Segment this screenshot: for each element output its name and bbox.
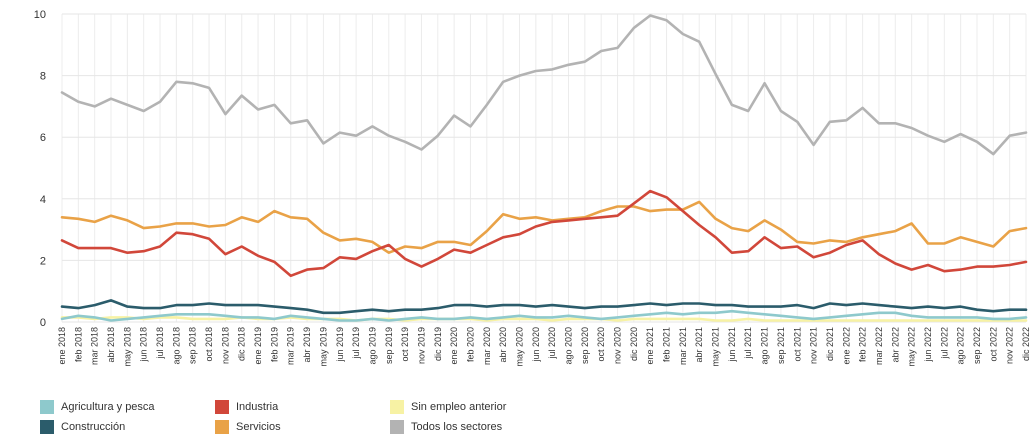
x-tick-label: may 2019: [318, 327, 328, 367]
legend-item: Servicios: [215, 418, 281, 436]
legend-label: Sin empleo anterior: [411, 401, 507, 413]
x-tick-label: nov 2018: [220, 327, 230, 364]
legend-label: Servicios: [236, 421, 281, 433]
x-tick-label: abr 2021: [694, 327, 704, 363]
legend-item: Agricultura y pesca: [40, 398, 155, 416]
x-tick-label: oct 2018: [204, 327, 214, 362]
legend-label: Todos los sectores: [411, 421, 503, 433]
x-tick-label: feb 2018: [73, 327, 83, 362]
x-tick-label: ene 2018: [57, 327, 67, 365]
series-line-construccion: [60, 299, 1028, 315]
x-tick-label: may 2022: [907, 327, 917, 367]
x-tick-label: ene 2020: [449, 327, 459, 365]
legend-item: Construcción: [40, 418, 125, 436]
x-tick-label: dic 2018: [237, 327, 247, 361]
x-tick-label: feb 2021: [662, 327, 672, 362]
series-line-servicios: [60, 200, 1028, 254]
x-tick-label: dic 2021: [825, 327, 835, 361]
legend-label: Construcción: [61, 421, 126, 433]
x-tick-label: abr 2019: [302, 327, 312, 363]
x-tick-label: ago 2018: [171, 327, 181, 365]
legend-swatch: [215, 420, 229, 434]
x-tick-label: jul 2019: [351, 327, 361, 360]
y-tick-label: 10: [34, 9, 46, 21]
legend: Agricultura y pesca Construcción Industria…: [40, 398, 1020, 438]
x-tick-label: dic 2020: [629, 327, 639, 361]
x-tick-label: jun 2018: [139, 327, 149, 363]
x-tick-label: feb 2020: [465, 327, 475, 362]
x-tick-label: jun 2020: [531, 327, 541, 363]
x-tick-label: oct 2020: [596, 327, 606, 362]
x-tick-label: ago 2020: [564, 327, 574, 365]
x-tick-label: dic 2022: [1021, 327, 1031, 361]
x-tick-label: ago 2019: [367, 327, 377, 365]
legend-swatch: [215, 400, 229, 414]
grid: [61, 13, 1027, 323]
x-tick-label: sep 2020: [580, 327, 590, 364]
legend-swatch: [390, 420, 404, 434]
x-tick-label: nov 2022: [1005, 327, 1015, 364]
x-tick-label: mar 2018: [90, 327, 100, 365]
y-tick-label: 0: [40, 317, 46, 329]
x-tick-label: sep 2018: [188, 327, 198, 364]
legend-swatch: [390, 400, 404, 414]
x-tick-label: ene 2022: [841, 327, 851, 365]
x-tick-label: abr 2022: [890, 327, 900, 363]
x-tick-label: may 2018: [122, 327, 132, 367]
series-line-agricultura-y-pesca: [60, 309, 1028, 322]
x-tick-label: nov 2020: [613, 327, 623, 364]
x-tick-label: mar 2022: [874, 327, 884, 365]
x-tick-label: sep 2019: [384, 327, 394, 364]
x-tick-label: nov 2021: [809, 327, 819, 364]
x-tick-label: may 2021: [711, 327, 721, 367]
x-tick-label: abr 2020: [498, 327, 508, 363]
legend-label: Industria: [236, 401, 279, 413]
x-tick-label: mar 2019: [286, 327, 296, 365]
legend-item: Todos los sectores: [390, 418, 502, 436]
x-tick-label: ene 2019: [253, 327, 263, 365]
x-tick-label: feb 2019: [269, 327, 279, 362]
x-tick-label: ago 2022: [956, 327, 966, 365]
series-line-todos-los-sectores: [60, 14, 1028, 156]
y-tick-label: 8: [40, 71, 46, 83]
x-tick-label: jul 2018: [155, 327, 165, 360]
x-tick-label: oct 2019: [400, 327, 410, 362]
x-tick-label: mar 2020: [482, 327, 492, 365]
x-tick-label: oct 2022: [988, 327, 998, 362]
legend-item: Industria: [215, 398, 278, 416]
x-tick-label: sep 2022: [972, 327, 982, 364]
series-line-industria: [60, 189, 1028, 278]
y-tick-label: 2: [40, 255, 46, 267]
x-tick-label: ago 2021: [760, 327, 770, 365]
x-tick-label: jul 2020: [547, 327, 557, 360]
x-tick-label: jul 2022: [939, 327, 949, 360]
y-tick-label: 4: [40, 194, 46, 206]
legend-swatch: [40, 420, 54, 434]
series-line-sin-empleo-anterior: [60, 316, 1028, 322]
x-tick-label: jun 2022: [923, 327, 933, 363]
legend-swatch: [40, 400, 54, 414]
x-tick-label: dic 2019: [433, 327, 443, 361]
x-tick-label: jun 2019: [335, 327, 345, 363]
x-tick-label: nov 2019: [416, 327, 426, 364]
x-tick-label: oct 2021: [792, 327, 802, 362]
legend-label: Agricultura y pesca: [61, 401, 155, 413]
x-tick-label: ene 2021: [645, 327, 655, 365]
x-tick-label: sep 2021: [776, 327, 786, 364]
x-tick-label: jun 2021: [727, 327, 737, 363]
x-tick-label: feb 2022: [858, 327, 868, 362]
legend-item: Sin empleo anterior: [390, 398, 506, 416]
x-tick-label: abr 2018: [106, 327, 116, 363]
x-tick-label: mar 2021: [678, 327, 688, 365]
y-tick-label: 6: [40, 132, 46, 144]
x-tick-label: jul 2021: [743, 327, 753, 360]
x-tick-label: may 2020: [514, 327, 524, 367]
